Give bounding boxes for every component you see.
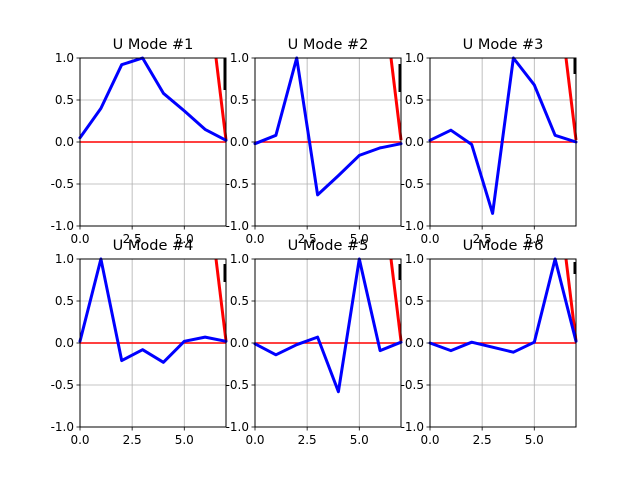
edge-red-mark bbox=[214, 258, 228, 342]
subplot-title: U Mode #4 bbox=[113, 238, 194, 254]
subplot-1: 0.0 2.5 5.0 -1.0 -0.5 0.0 0.5 1.0 U Mode #1 bbox=[51, 37, 228, 246]
y-tick-label: 0.5 bbox=[55, 294, 74, 308]
y-tick-label: -0.5 bbox=[226, 177, 249, 191]
y-tick-label: -1.0 bbox=[226, 420, 249, 434]
x-tick-label: 0.0 bbox=[70, 232, 89, 246]
mode-line bbox=[78, 257, 228, 364]
y-tick-label: 0.5 bbox=[405, 294, 424, 308]
y-tick-label: 1.0 bbox=[405, 252, 424, 266]
edge-red-mark bbox=[389, 258, 403, 342]
edge-red-mark bbox=[389, 57, 403, 141]
x-tick-label: 5.0 bbox=[525, 232, 544, 246]
mode-line bbox=[253, 56, 403, 197]
y-tick-label: 0.5 bbox=[230, 93, 249, 107]
mode-line bbox=[428, 257, 578, 354]
y-tick-label: -1.0 bbox=[51, 219, 74, 233]
x-tick-label: 2.5 bbox=[298, 433, 317, 447]
x-tick-label: 5.0 bbox=[350, 433, 369, 447]
y-tick-label: 0.0 bbox=[230, 336, 249, 350]
y-tick-label: 1.0 bbox=[405, 51, 424, 65]
subplot-title: U Mode #5 bbox=[288, 238, 369, 254]
x-tick-label: 2.5 bbox=[298, 232, 317, 246]
edge-red-mark bbox=[214, 57, 228, 141]
y-tick-label: -0.5 bbox=[51, 177, 74, 191]
subplot-title: U Mode #2 bbox=[288, 37, 369, 53]
y-tick-label: 1.0 bbox=[55, 51, 74, 65]
subplot-2: 0.0 2.5 5.0 -1.0 -0.5 0.0 0.5 1.0 U Mode #2 bbox=[226, 37, 403, 246]
y-tick-label: 0.0 bbox=[55, 336, 74, 350]
y-tick-label: 1.0 bbox=[230, 51, 249, 65]
y-tick-label: -1.0 bbox=[51, 420, 74, 434]
y-tick-label: 0.0 bbox=[405, 135, 424, 149]
subplot-title: U Mode #6 bbox=[463, 238, 544, 254]
x-tick-label: 2.5 bbox=[123, 232, 142, 246]
y-tick-label: -1.0 bbox=[226, 219, 249, 233]
subplot-title: U Mode #3 bbox=[463, 37, 544, 53]
y-tick-label: -0.5 bbox=[401, 177, 424, 191]
y-tick-label: -0.5 bbox=[401, 378, 424, 392]
x-tick-label: 2.5 bbox=[473, 433, 492, 447]
x-tick-label: 0.0 bbox=[245, 232, 264, 246]
mode-line bbox=[253, 257, 403, 394]
y-tick-label: 1.0 bbox=[230, 252, 249, 266]
y-tick-label: 0.5 bbox=[55, 93, 74, 107]
x-tick-label: 0.0 bbox=[420, 232, 439, 246]
y-tick-label: 0.0 bbox=[405, 336, 424, 350]
y-tick-label: -0.5 bbox=[226, 378, 249, 392]
x-tick-label: 5.0 bbox=[175, 433, 194, 447]
y-tick-label: 0.5 bbox=[405, 93, 424, 107]
x-tick-label: 0.0 bbox=[420, 433, 439, 447]
subplot-title: U Mode #1 bbox=[113, 37, 194, 53]
y-tick-label: 0.0 bbox=[55, 135, 74, 149]
y-tick-label: -1.0 bbox=[401, 219, 424, 233]
y-tick-label: 0.0 bbox=[230, 135, 249, 149]
subplot-4: 0.0 2.5 5.0 -1.0 -0.5 0.0 0.5 1.0 U Mode #4 bbox=[51, 238, 228, 447]
x-tick-label: 5.0 bbox=[350, 232, 369, 246]
subplot-5: 0.0 2.5 5.0 -1.0 -0.5 0.0 0.5 1.0 U Mode #5 bbox=[226, 238, 403, 447]
y-tick-label: 1.0 bbox=[55, 252, 74, 266]
y-tick-label: 0.5 bbox=[230, 294, 249, 308]
x-tick-label: 5.0 bbox=[525, 433, 544, 447]
mode-line bbox=[428, 56, 578, 215]
edge-red-mark bbox=[564, 57, 578, 141]
y-tick-label: -0.5 bbox=[51, 378, 74, 392]
mode-line bbox=[78, 56, 228, 142]
x-tick-label: 0.0 bbox=[245, 433, 264, 447]
x-tick-label: 2.5 bbox=[123, 433, 142, 447]
y-tick-label: -1.0 bbox=[401, 420, 424, 434]
subplot-3: 0.0 2.5 5.0 -1.0 -0.5 0.0 0.5 1.0 U Mode #3 bbox=[401, 37, 578, 246]
x-tick-label: 0.0 bbox=[70, 433, 89, 447]
x-tick-label: 2.5 bbox=[473, 232, 492, 246]
x-tick-label: 5.0 bbox=[175, 232, 194, 246]
subplot-6: 0.0 2.5 5.0 -1.0 -0.5 0.0 0.5 1.0 U Mode #6 bbox=[401, 238, 578, 447]
edge-red-mark bbox=[564, 258, 578, 342]
